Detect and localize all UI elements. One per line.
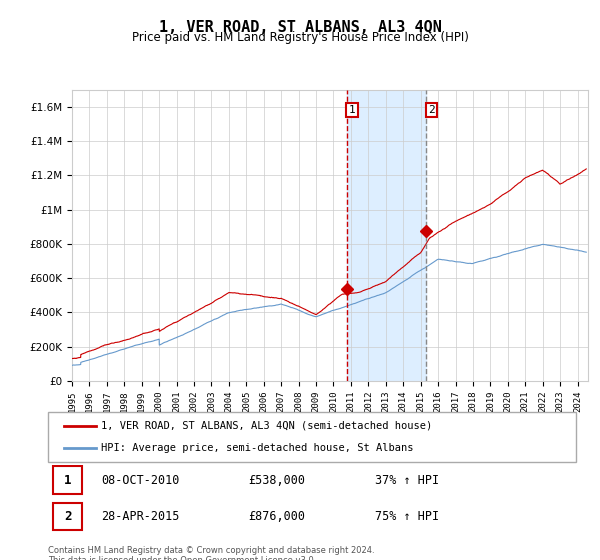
Text: 1: 1: [64, 474, 71, 487]
Bar: [347, 90, 426, 381]
Text: 1, VER ROAD, ST ALBANS, AL3 4QN: 1, VER ROAD, ST ALBANS, AL3 4QN: [158, 20, 442, 35]
FancyBboxPatch shape: [53, 503, 82, 530]
Text: £538,000: £538,000: [248, 474, 305, 487]
Text: 1: 1: [349, 105, 355, 115]
Text: 2: 2: [428, 105, 435, 115]
Text: 08-OCT-2010: 08-OCT-2010: [101, 474, 179, 487]
Text: Contains HM Land Registry data © Crown copyright and database right 2024.
This d: Contains HM Land Registry data © Crown c…: [48, 546, 374, 560]
Text: 28-APR-2015: 28-APR-2015: [101, 510, 179, 523]
Text: 2: 2: [64, 510, 71, 523]
FancyBboxPatch shape: [53, 466, 82, 494]
Text: 1, VER ROAD, ST ALBANS, AL3 4QN (semi-detached house): 1, VER ROAD, ST ALBANS, AL3 4QN (semi-de…: [101, 421, 432, 431]
Text: 75% ↑ HPI: 75% ↑ HPI: [376, 510, 439, 523]
Text: 37% ↑ HPI: 37% ↑ HPI: [376, 474, 439, 487]
FancyBboxPatch shape: [48, 412, 576, 462]
Text: Price paid vs. HM Land Registry's House Price Index (HPI): Price paid vs. HM Land Registry's House …: [131, 31, 469, 44]
Text: HPI: Average price, semi-detached house, St Albans: HPI: Average price, semi-detached house,…: [101, 443, 413, 453]
Text: £876,000: £876,000: [248, 510, 305, 523]
